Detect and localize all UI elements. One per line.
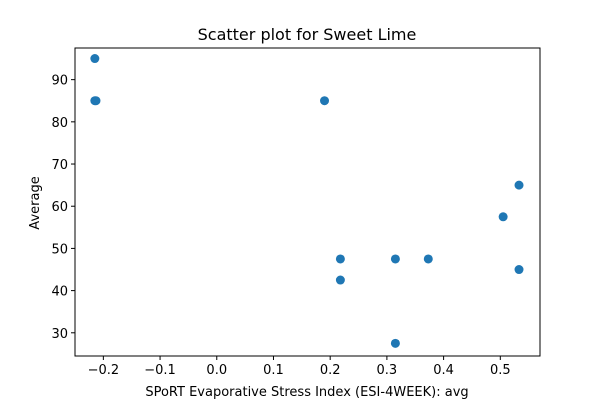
- x-tick-label: −0.1: [144, 363, 176, 378]
- axis-ticks: −0.2 −0.1 0.0 0.1 0.2 0.3 0.4 0.5 30 40 50 60 70 80 90: [51, 74, 510, 378]
- data-point: [91, 96, 101, 106]
- y-tick-label: 80: [51, 116, 68, 131]
- y-tick-label: 40: [51, 285, 68, 300]
- data-point: [320, 96, 330, 106]
- y-tick-label: 70: [51, 158, 68, 173]
- chart-title: Scatter plot for Sweet Lime: [198, 25, 417, 44]
- x-tick-label: 0.3: [377, 363, 398, 378]
- x-tick-label: 0.5: [490, 363, 511, 378]
- data-point: [423, 254, 433, 264]
- data-point: [498, 212, 508, 222]
- x-tick-label: 0.2: [320, 363, 341, 378]
- y-axis-label: Average: [28, 176, 43, 229]
- y-tick-label: 90: [51, 74, 68, 89]
- plot-area-frame: [74, 47, 541, 357]
- x-axis-label: SPoRT Evaporative Stress Index (ESI-4WEE…: [145, 385, 468, 400]
- data-point: [90, 54, 100, 64]
- x-tick-label: 0.1: [263, 363, 284, 378]
- data-points: [90, 54, 524, 348]
- data-point: [390, 254, 400, 264]
- x-tick-label: −0.2: [88, 363, 120, 378]
- y-tick-label: 50: [51, 242, 68, 257]
- data-point: [514, 180, 524, 190]
- data-point: [514, 265, 524, 275]
- y-tick-label: 60: [51, 200, 68, 215]
- data-point: [335, 254, 345, 264]
- x-tick-label: 0.4: [433, 363, 454, 378]
- y-tick-label: 30: [51, 327, 68, 342]
- data-point: [335, 275, 345, 285]
- data-point: [390, 338, 400, 348]
- x-tick-label: 0.0: [206, 363, 227, 378]
